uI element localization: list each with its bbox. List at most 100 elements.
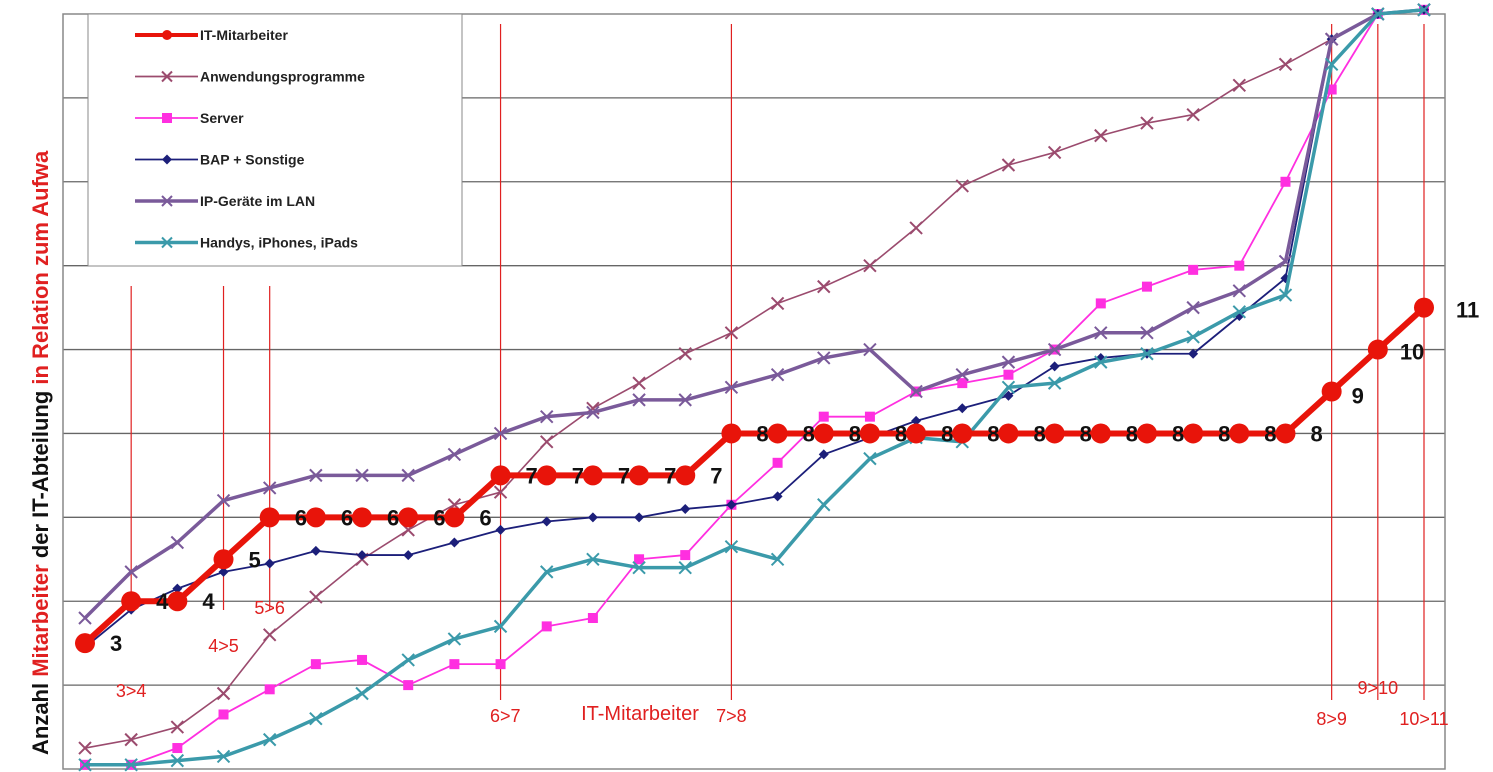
series-5-point-20 (1001, 380, 1016, 395)
series-3-point-11 (587, 512, 598, 523)
series-4-point-1 (124, 565, 138, 579)
transition-label-0: 3>4 (116, 681, 147, 701)
series-0-point-20 (998, 423, 1019, 444)
point-label-18: 8 (941, 421, 953, 446)
point-label-24: 8 (1218, 421, 1230, 446)
series-1-point-1 (124, 732, 138, 747)
legend-marker-4 (161, 195, 173, 207)
series-5-point-0 (78, 758, 92, 772)
transition-label-4: 7>8 (716, 706, 747, 726)
point-label-1: 4 (156, 589, 169, 614)
series-3-point-24 (1188, 348, 1199, 359)
point-label-17: 8 (895, 421, 907, 446)
series-2-point-4 (264, 684, 275, 695)
series-5-point-14 (724, 539, 739, 554)
series-0-point-0 (75, 633, 95, 654)
series-4-point-11 (586, 405, 600, 420)
point-label-4: 6 (295, 505, 307, 530)
series-0-point-8 (444, 507, 465, 528)
series-1-point-25 (1232, 78, 1247, 93)
point-label-19: 8 (987, 421, 999, 446)
series-1-point-13 (678, 347, 692, 361)
series-4-point-0 (78, 611, 92, 625)
series-0-point-13 (675, 465, 696, 486)
series-3-point-8 (449, 537, 460, 548)
series-0-point-1 (121, 591, 142, 612)
point-label-2: 4 (202, 589, 215, 614)
transition-label-7: 10>11 (1399, 709, 1448, 729)
legend-marker-3 (162, 154, 172, 165)
point-label-22: 8 (1126, 421, 1138, 446)
legend-label-0: IT-Mitarbeiter (200, 27, 288, 43)
series-5-point-25 (1232, 305, 1247, 319)
series-4-point-12 (632, 393, 646, 407)
point-label-5: 6 (341, 505, 353, 530)
transition-label-1: 4>5 (208, 636, 239, 656)
series-5-point-17 (863, 451, 877, 466)
y-axis-title-part-2: Mitarbeiter (28, 564, 53, 677)
series-0-point-18 (906, 423, 927, 444)
series-4-point-19 (955, 368, 969, 382)
series-1-point-24 (1186, 107, 1200, 122)
series-0-point-23 (1136, 423, 1157, 444)
series-3-point-2 (172, 583, 183, 594)
series-5-point-23 (1140, 347, 1154, 361)
series-4-point-23 (1140, 326, 1154, 340)
point-label-20: 8 (1033, 421, 1045, 446)
point-label-15: 8 (803, 421, 815, 446)
series-4-point-14 (724, 380, 739, 395)
series-1-point-16 (817, 279, 831, 294)
series-0-point-19 (952, 423, 973, 444)
series-1-point-0 (78, 741, 92, 755)
transition-label-6: 9>10 (1358, 678, 1399, 698)
legend-box (87, 13, 463, 267)
series-4-point-27 (1324, 32, 1339, 46)
series-2-point-8 (449, 659, 460, 670)
series-3-point-14 (726, 499, 737, 510)
series-1-point-12 (632, 376, 646, 390)
point-label-12: 7 (664, 463, 676, 488)
series-0-point-25 (1229, 423, 1250, 444)
series-0-point-7 (398, 507, 419, 528)
point-label-13: 7 (710, 463, 722, 488)
series-4-point-24 (1186, 300, 1200, 315)
series-1-point-26 (1278, 57, 1293, 72)
legend-marker-5 (161, 236, 173, 249)
series-4-point-25 (1232, 284, 1247, 298)
series-0-point-16 (813, 423, 834, 444)
series-4-point-6 (355, 468, 369, 483)
series-3-point-5 (310, 545, 321, 556)
series-4-point-9 (493, 426, 508, 441)
series-2-point-7 (403, 680, 414, 691)
point-label-11: 7 (618, 463, 630, 488)
point-label-7: 6 (433, 505, 445, 530)
series-2-point-3 (218, 709, 229, 720)
series-1-point-2 (170, 720, 185, 734)
series-3-point-12 (634, 512, 645, 523)
series-5-point-11 (586, 552, 600, 566)
series-0-point-10 (536, 465, 557, 486)
series-4-point-18 (909, 384, 923, 399)
series-5-point-4 (262, 732, 277, 747)
point-label-26: 8 (1310, 421, 1322, 446)
series-5-point-16 (817, 498, 831, 512)
y-axis-title: Anzahl Mitarbeiter der IT-Abteilung in R… (28, 150, 53, 755)
series-5-point-13 (678, 560, 692, 575)
series-4-point-4 (262, 481, 277, 495)
series-5-point-29 (1417, 3, 1431, 17)
series-1-point-19 (955, 179, 969, 193)
y-axis-title-part-3: der IT-Abteilung (28, 385, 53, 565)
series-4-point-5 (309, 468, 323, 483)
series-4-point-8 (447, 447, 462, 462)
series-2-point-17 (864, 411, 875, 422)
series-line-2 (85, 8, 1425, 766)
series-1-point-14 (724, 326, 739, 340)
series-5-point-9 (493, 619, 508, 634)
series-2-point-16 (818, 411, 829, 422)
series-0-point-29 (1414, 297, 1434, 318)
series-1-point-23 (1140, 116, 1154, 130)
series-1-point-3 (216, 686, 231, 701)
x-axis-title: IT-Mitarbeiter (581, 703, 699, 725)
series-5-point-15 (770, 552, 785, 566)
series-3-point-10 (541, 516, 552, 527)
